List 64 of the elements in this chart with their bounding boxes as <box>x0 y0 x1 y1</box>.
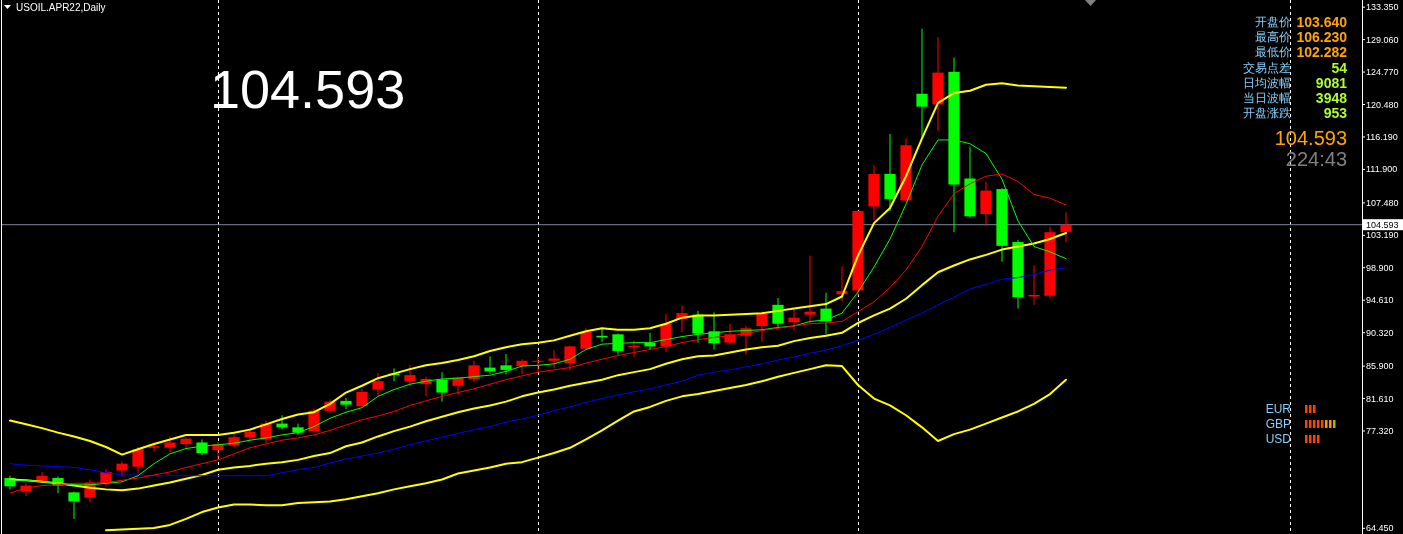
y-tick-label: 94.610 <box>1366 295 1394 306</box>
text: 104.593 <box>1274 127 1347 149</box>
chart-title: USOIL.APR22,Daily <box>16 1 106 13</box>
candlestick <box>436 371 448 403</box>
y-tick-label: 116.190 <box>1366 131 1398 142</box>
candlestick <box>372 372 384 397</box>
text: USD <box>1265 432 1292 446</box>
candlestick <box>340 397 352 410</box>
candlestick <box>132 446 144 474</box>
text: 开盘价 <box>1255 15 1291 29</box>
candlestick <box>516 358 528 375</box>
y-tick-label: 133.350 <box>1366 2 1399 13</box>
text: EUR <box>1265 402 1292 416</box>
text: 交易点差 <box>1243 60 1291 75</box>
candlestick <box>724 323 736 345</box>
text: 开盘涨跌 <box>1243 106 1291 121</box>
candlestick <box>804 255 816 325</box>
text: 103.640 <box>1296 14 1348 30</box>
text: 最高价 <box>1255 30 1291 45</box>
y-tick-label: 81.610 <box>1366 393 1394 404</box>
y-tick-label: 129.060 <box>1366 34 1399 45</box>
candlestick <box>404 364 416 387</box>
text: 106.230 <box>1296 29 1348 46</box>
y-tick-label: 107.480 <box>1366 197 1399 208</box>
line-series <box>105 364 1067 532</box>
candlestick <box>980 181 992 227</box>
candlestick <box>772 297 784 329</box>
candlestick <box>692 310 704 344</box>
line-series <box>9 267 1067 477</box>
candlestick <box>356 388 368 408</box>
annotation: 104.593 <box>210 59 406 119</box>
candlestick <box>292 423 304 436</box>
text: 953 <box>1323 105 1348 122</box>
y-tick-label: 98.900 <box>1366 262 1394 273</box>
y-tick-label: 90.320 <box>1366 327 1394 338</box>
candlestick <box>116 460 128 478</box>
y-tick-label: 103.190 <box>1366 230 1399 241</box>
text: 最低价 <box>1255 45 1291 60</box>
y-tick-label: 85.900 <box>1366 361 1394 372</box>
y-tick-label: 124.770 <box>1366 67 1399 78</box>
candlestick <box>164 435 176 453</box>
candlestick <box>148 441 160 453</box>
candlestick <box>548 349 560 369</box>
candlestick <box>532 355 544 373</box>
text: 3948 <box>1315 90 1348 106</box>
ref-line-label: 104.593 <box>1366 219 1399 230</box>
candlestick <box>500 353 512 375</box>
text: 9081 <box>1315 74 1348 91</box>
candlestick <box>68 491 80 520</box>
text: 当日波幅 <box>1243 91 1291 105</box>
candlestick <box>756 311 768 343</box>
y-tick-label: 64.450 <box>1366 523 1394 534</box>
candlestick <box>660 313 672 353</box>
candlestick <box>1060 211 1072 243</box>
text: 224:43 <box>1285 148 1347 170</box>
text: 日均波幅 <box>1243 75 1291 90</box>
y-tick-label: 111.900 <box>1366 164 1398 175</box>
candlestick <box>180 436 192 449</box>
candlestick <box>916 28 928 138</box>
y-tick-label: 120.480 <box>1366 99 1399 110</box>
text: 102.282 <box>1296 44 1348 61</box>
text: 54 <box>1331 59 1348 76</box>
text: GBP <box>1265 417 1291 431</box>
y-tick-label: 77.320 <box>1366 425 1394 436</box>
